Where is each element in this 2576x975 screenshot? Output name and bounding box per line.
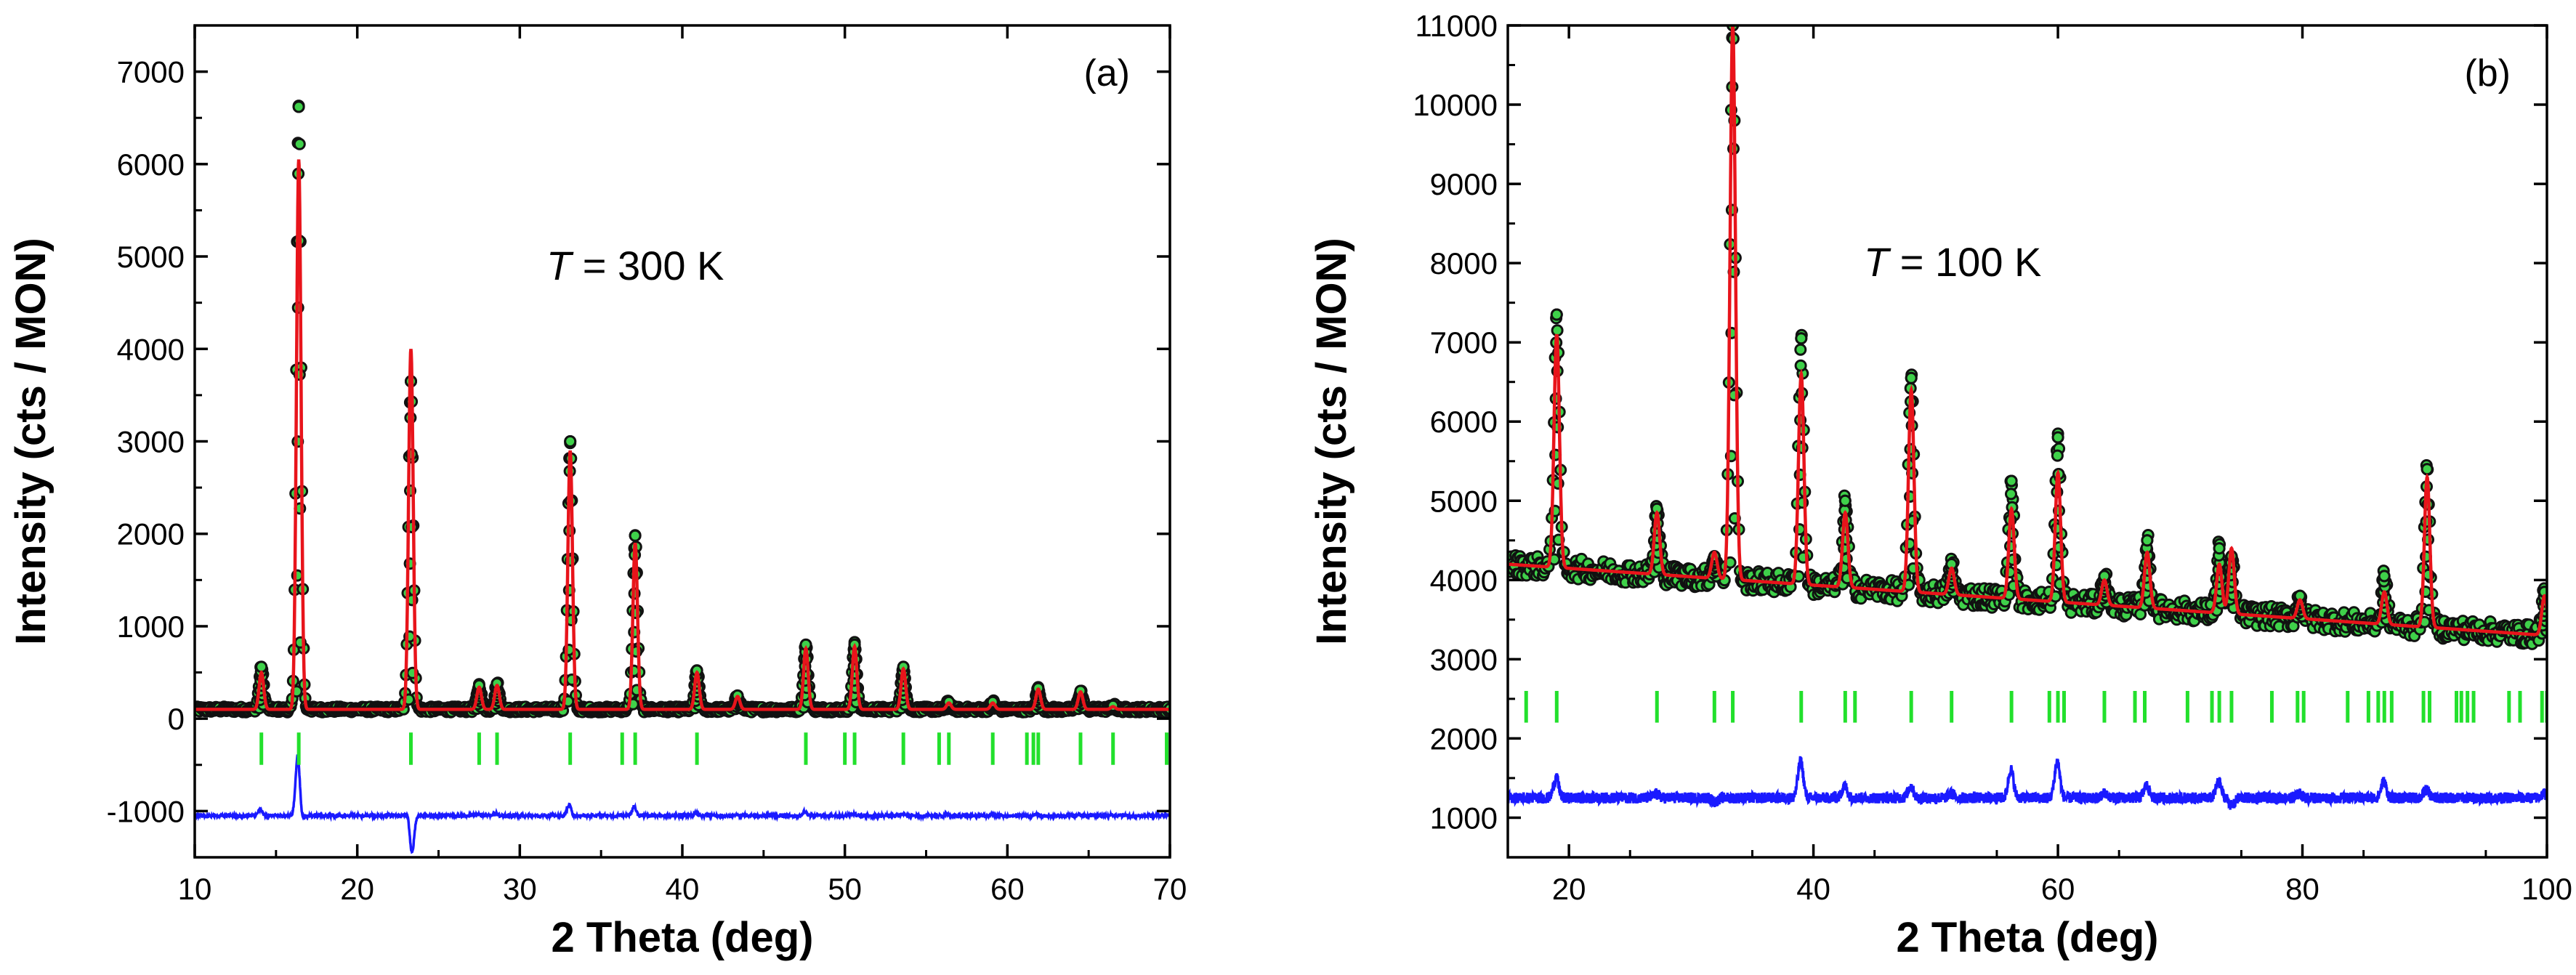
observed-point (1795, 332, 1808, 345)
x-tick-label: 30 (503, 872, 537, 906)
observed-point (1551, 324, 1564, 337)
x-tick-label: 80 (2285, 872, 2319, 906)
observed-point (629, 529, 642, 542)
y-tick-label: 3000 (1430, 642, 1498, 676)
x-axis-title: 2 Theta (deg) (1897, 914, 2159, 961)
temperature-value: = 300 K (571, 243, 724, 288)
observed-point (564, 435, 577, 448)
y-tick-label: 2000 (117, 517, 185, 551)
y-tick-label: 3000 (117, 425, 185, 459)
panel-a: 10 20 30 40 50 60 70 -1000 0 1000 2000 3000 4000 5000… (7, 24, 1187, 961)
y-tick-label: 4000 (1430, 563, 1498, 597)
observed-point (1838, 494, 1852, 507)
temperature-symbol: T (1864, 239, 1891, 285)
panel-label: (b) (2464, 52, 2511, 94)
y-tick-label: 1000 (117, 610, 185, 644)
panel-b: 20 40 60 80 100 1000 2000 3000 4000 5000 6000 7000 8… (1308, 9, 2572, 961)
temperature-symbol: T (546, 243, 574, 288)
x-tick-label: 60 (2041, 872, 2075, 906)
difference-curve (1508, 756, 2547, 810)
temperature-annotation: T = 300 K (546, 243, 724, 288)
x-tick-label: 20 (340, 872, 374, 906)
plot-area (1508, 25, 2547, 810)
observed-point (2378, 570, 2391, 583)
x-tick-label: 10 (178, 872, 212, 906)
x-tick-label: 100 (2522, 872, 2572, 906)
x-tick-label: 60 (990, 872, 1025, 906)
x-axis-title: 2 Theta (deg) (552, 914, 814, 961)
observed-point (1550, 308, 1563, 321)
observed-point (2213, 542, 2226, 555)
observed-point (2005, 488, 2017, 501)
x-tick-label: 40 (666, 872, 700, 906)
observed-point (2051, 431, 2064, 444)
x-tick-label: 70 (1153, 872, 1187, 906)
calculated-profile-line (195, 159, 1170, 711)
y-tick-label: 8000 (1430, 246, 1498, 280)
y-tick-label: 9000 (1430, 167, 1498, 201)
temperature-value: = 100 K (1889, 239, 2041, 285)
observed-point (1794, 359, 1807, 372)
y-tick-label: 5000 (117, 240, 185, 274)
observed-point (292, 100, 305, 113)
y-tick-label: 6000 (1430, 405, 1498, 439)
difference-curve (195, 754, 1170, 854)
observed-point (1794, 343, 1807, 356)
observed-point (2005, 474, 2018, 488)
observed-points (195, 100, 1170, 719)
y-axis-title: Intensity (cts / MON) (1308, 238, 1355, 645)
y-tick-label: 1000 (1430, 801, 1498, 835)
plot-frame (1506, 24, 2548, 859)
y-tick-label: -1000 (107, 794, 185, 828)
y-axis-title: Intensity (cts / MON) (7, 238, 54, 645)
observed-point (2051, 449, 2064, 462)
bragg-markers (259, 732, 1169, 765)
y-tick-label: 5000 (1430, 484, 1498, 518)
plot-area (195, 100, 1170, 854)
x-tick-label: 40 (1796, 872, 1830, 906)
bragg-markers (1524, 691, 2547, 723)
x-tick-label: 50 (828, 872, 862, 906)
x-tick-label: 20 (1552, 872, 1586, 906)
observed-point (2420, 463, 2434, 476)
y-tick-label: 0 (168, 702, 185, 736)
plot-frame (193, 24, 1171, 859)
y-tick-label: 10000 (1413, 88, 1498, 122)
temperature-annotation: T = 100 K (1864, 239, 2041, 285)
y-tick-label: 7000 (117, 55, 185, 89)
y-tick-label: 4000 (117, 332, 185, 366)
panel-label: (a) (1083, 52, 1130, 94)
observed-point (293, 137, 306, 150)
y-tick-label: 6000 (117, 147, 185, 182)
y-tick-label: 7000 (1430, 325, 1498, 360)
y-tick-label: 2000 (1430, 721, 1498, 756)
y-tick-label: 11000 (1415, 9, 1498, 43)
observed-point (2141, 534, 2154, 547)
observed-point (1905, 371, 1918, 384)
